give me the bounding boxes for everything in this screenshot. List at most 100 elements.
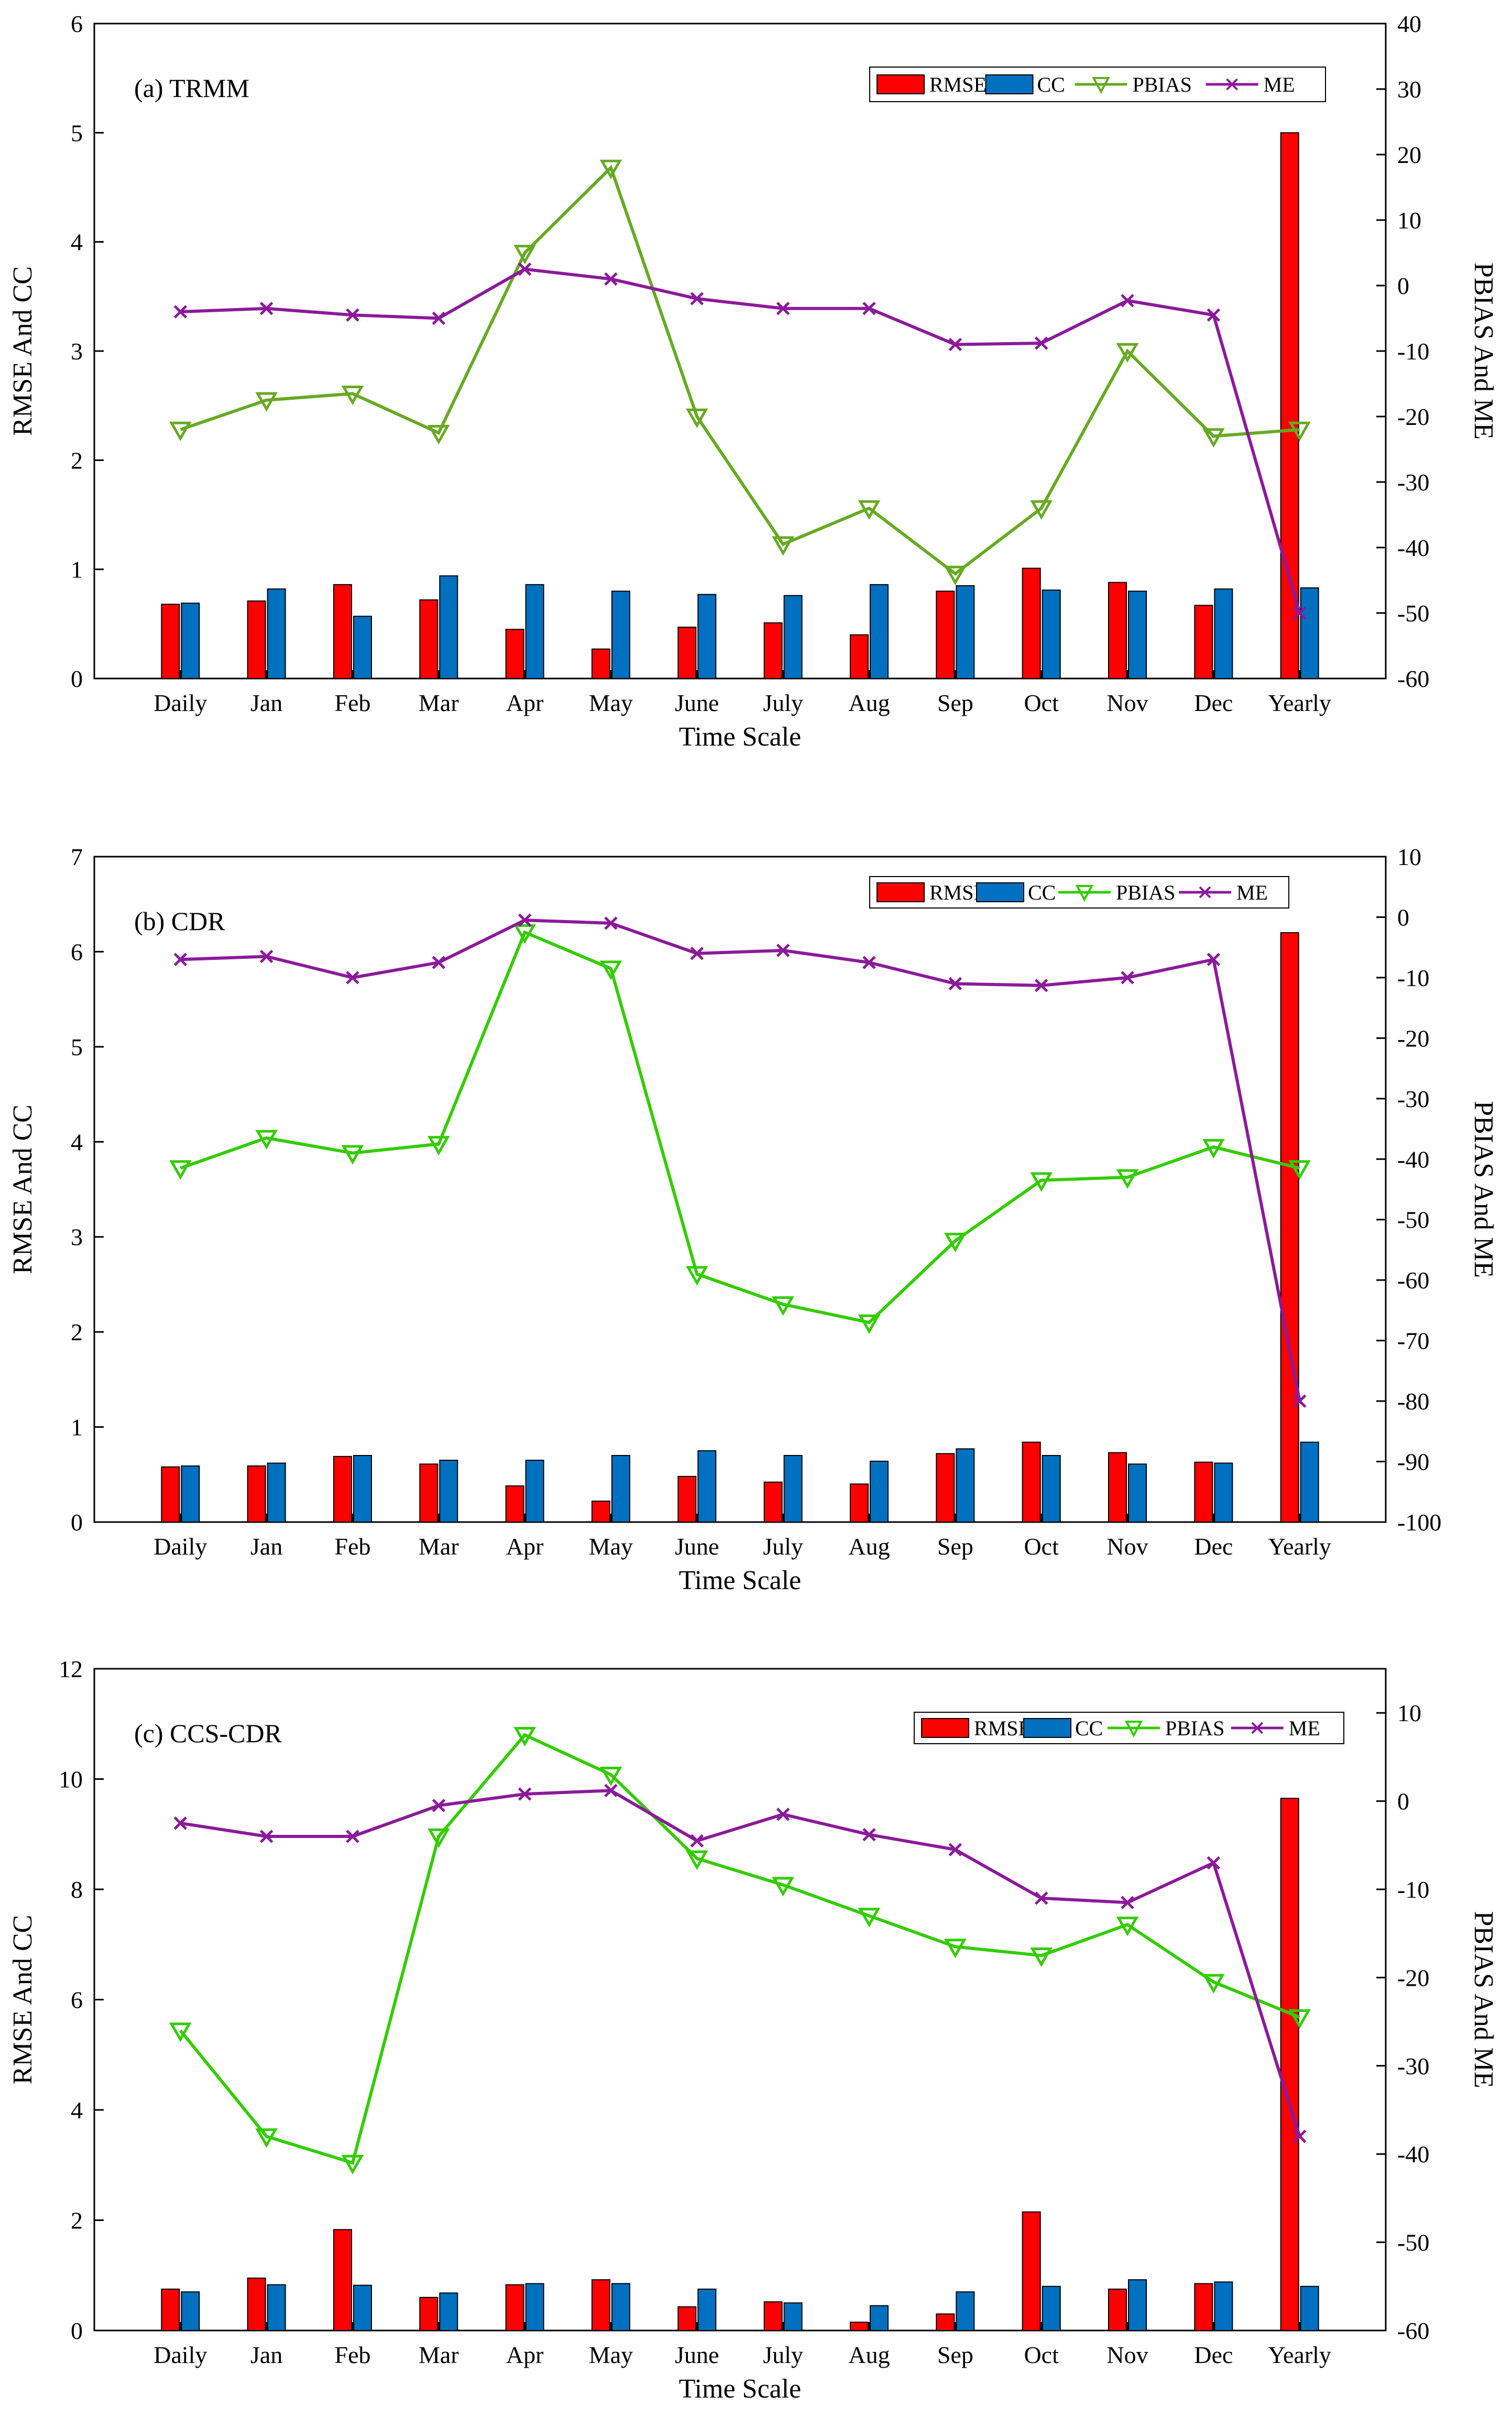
- rmse-bar: [161, 2289, 180, 2331]
- me-marker: [173, 305, 188, 319]
- pbias-marker: [772, 1877, 794, 1897]
- x-tick-label: Yearly: [1268, 1533, 1331, 1560]
- right-tick-label: -40: [1397, 2141, 1429, 2168]
- rmse-bar: [1194, 2283, 1213, 2332]
- pbias-marker: [1202, 1139, 1225, 1159]
- rmse-bar: [591, 1501, 610, 1523]
- pbias-line: [180, 165, 1300, 576]
- me-marker: [1034, 979, 1048, 992]
- cc-bar: [1214, 588, 1233, 679]
- pbias-marker: [513, 245, 536, 265]
- me-marker: [432, 1799, 446, 1812]
- me-marker: [604, 1784, 618, 1798]
- cc-bar: [1042, 589, 1061, 679]
- cc-bar: [611, 1455, 630, 1523]
- legend: RMSE CC PBIAS ME: [869, 67, 1326, 102]
- cc-bar: [181, 603, 200, 679]
- me-line: [180, 267, 1301, 614]
- pbias-marker: [341, 386, 364, 406]
- me-marker: [1121, 971, 1134, 984]
- me-marker: [346, 971, 359, 984]
- rmse-bar: [1022, 567, 1041, 680]
- cc-bar: [353, 1455, 372, 1523]
- cc-bar: [525, 2283, 544, 2332]
- x-tick-label: Nov: [1106, 1533, 1148, 1560]
- x-tick-label: Mar: [419, 690, 459, 716]
- left-tick-label: 1: [71, 1414, 83, 1441]
- pbias-marker: [255, 392, 278, 412]
- x-tick-label: Sep: [937, 2342, 973, 2368]
- right-tick-label: 30: [1397, 76, 1421, 103]
- left-tick-label: 6: [71, 10, 83, 37]
- cc-bar: [181, 1465, 200, 1523]
- pbias-marker: [169, 421, 192, 442]
- legend-rmse-label: RMSE: [929, 73, 987, 96]
- right-tick-label: -40: [1397, 1146, 1429, 1173]
- right-tick-label: 10: [1397, 844, 1421, 870]
- cc-bar: [697, 1450, 717, 1523]
- me-marker: [432, 311, 446, 325]
- legend-cc-label: CC: [1075, 1716, 1103, 1740]
- right-tick-label: -100: [1397, 1509, 1441, 1536]
- legend-pbias-marker: [1092, 77, 1110, 94]
- cc-bar: [956, 2291, 975, 2332]
- cc-bar: [525, 584, 544, 680]
- right-tick-label: -60: [1397, 1267, 1429, 1294]
- legend-cc-label: CC: [1037, 73, 1065, 96]
- right-tick-label: 0: [1397, 1788, 1409, 1815]
- pbias-marker: [1030, 500, 1053, 520]
- rmse-bar: [161, 1466, 180, 1523]
- rmse-bar: [850, 1483, 869, 1523]
- x-tick-label: July: [763, 2342, 803, 2368]
- right-tick-label: -70: [1397, 1328, 1429, 1354]
- x-tick-label: Dec: [1194, 2342, 1233, 2368]
- left-tick-label: 5: [71, 119, 83, 146]
- me-marker: [1292, 606, 1307, 620]
- cc-bar: [783, 2302, 803, 2331]
- pbias-marker: [944, 1232, 967, 1253]
- right-tick-label: 40: [1397, 10, 1421, 37]
- cc-bar: [353, 2284, 372, 2331]
- rmse-bar: [333, 2229, 352, 2332]
- me-marker: [1292, 1394, 1307, 1408]
- rmse-bar: [1108, 1452, 1127, 1523]
- rmse-bar: [1280, 1798, 1299, 2331]
- x-tick-label: July: [763, 1533, 803, 1560]
- me-marker: [862, 956, 876, 969]
- me-marker: [346, 308, 359, 322]
- left-tick-label: 6: [71, 1987, 83, 2014]
- y-axis-label: RMSE And CC: [8, 1104, 38, 1274]
- legend-cc-label: CC: [1028, 881, 1056, 904]
- pbias-marker: [599, 159, 622, 180]
- x-axis-label: Time Scale: [679, 722, 802, 752]
- x-tick-label: Dec: [1194, 690, 1233, 716]
- pbias-marker: [255, 1130, 278, 1150]
- cc-bar: [1300, 587, 1319, 680]
- cc-bar: [697, 594, 717, 680]
- rmse-bar: [1108, 582, 1127, 679]
- me-marker: [432, 956, 446, 969]
- rmse-bar: [677, 627, 697, 680]
- x-tick-label: Apr: [506, 1533, 544, 1560]
- me-marker: [173, 1816, 188, 1830]
- me-marker: [1207, 308, 1221, 322]
- me-marker: [1034, 336, 1048, 350]
- x-tick-label: Mar: [419, 2342, 459, 2368]
- legend-pbias-label: PBIAS: [1116, 881, 1175, 904]
- panel-c: 0 2 4 6 8 10 12 -60 -50 -40 -30 -20 -10 0 10 Daily Jan Fe…: [8, 1656, 1498, 2404]
- left-tick-label: 2: [71, 1319, 83, 1345]
- cc-bar: [870, 2305, 889, 2332]
- rmse-bar: [419, 2296, 439, 2332]
- cc-bar: [1128, 590, 1147, 680]
- right-tick-label: -90: [1397, 1449, 1429, 1475]
- me-marker: [259, 949, 273, 964]
- right-tick-label: -30: [1397, 469, 1429, 496]
- panel-b: 01234567-100-90-80-70-60-50-40-30-20-100…: [8, 844, 1498, 1595]
- cc-bar: [1214, 1462, 1233, 1523]
- pbias-marker: [772, 1296, 794, 1316]
- rmse-bar: [936, 590, 955, 680]
- right-tick-label: 20: [1397, 141, 1421, 168]
- cc-bar: [783, 595, 803, 679]
- rmse-bar: [333, 584, 352, 680]
- rmse-bar: [850, 2322, 869, 2331]
